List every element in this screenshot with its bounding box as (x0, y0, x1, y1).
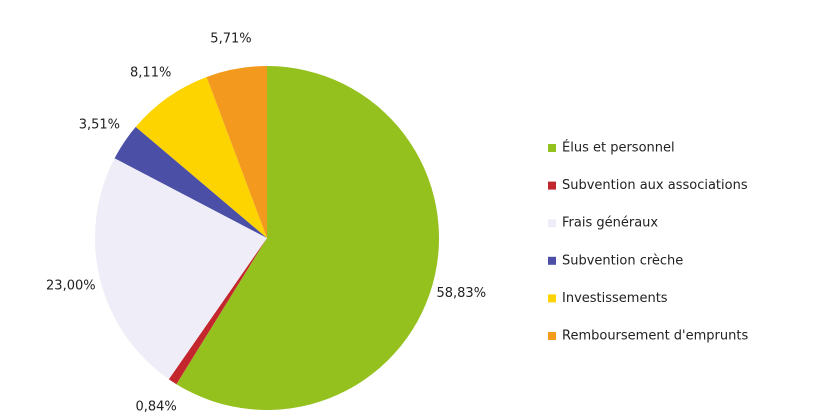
pie-slice (168, 238, 267, 385)
pie-slice (114, 126, 267, 238)
legend-label: Remboursement d'emprunts (562, 329, 748, 344)
legend-swatch (548, 332, 556, 340)
legend-label: Subvention aux associations (562, 178, 748, 193)
legend-swatch (548, 181, 556, 190)
legend-label: Élus et personnel (562, 140, 675, 156)
legend-label: Subvention crèche (562, 253, 683, 268)
data-label: 5,71% (210, 32, 251, 47)
data-label: 3,51% (79, 118, 120, 133)
pie-slice (135, 76, 267, 239)
pie-slice (94, 158, 267, 380)
data-label: 0,84% (135, 399, 176, 414)
legend-swatch (548, 294, 556, 303)
pie-slice (206, 66, 267, 238)
data-label: 58,83% (436, 286, 486, 301)
data-label: 8,11% (130, 65, 171, 80)
legend-label: Investissements (562, 291, 668, 306)
pie-slice (176, 66, 439, 410)
legend-label: Frais généraux (562, 216, 658, 231)
data-label: 23,00% (46, 279, 96, 294)
legend-swatch (548, 256, 556, 265)
legend-swatch (548, 144, 556, 152)
legend-swatch (548, 219, 556, 228)
